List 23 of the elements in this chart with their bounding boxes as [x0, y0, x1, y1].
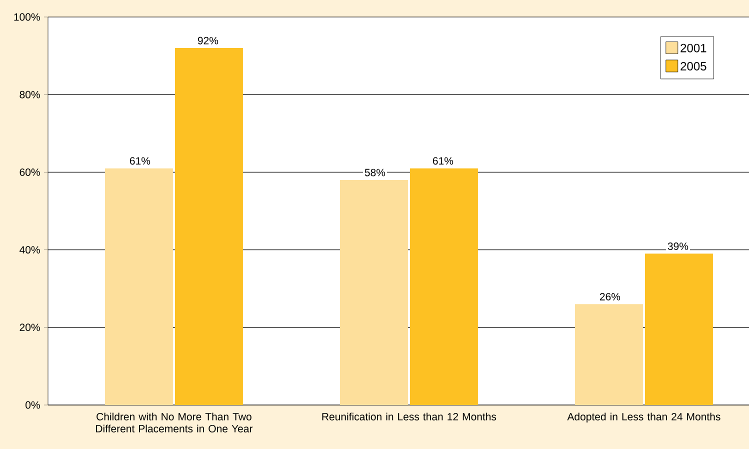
data-label: 61% [432, 157, 454, 165]
bar [410, 168, 478, 405]
bar [644, 254, 713, 405]
y-tick-label: 100% [14, 13, 40, 21]
x-tick-label: Reunification in Less than 12 Months [322, 412, 496, 420]
y-tick-label: 40% [20, 246, 40, 254]
y-tick-label: 0% [26, 401, 40, 409]
bar [340, 180, 408, 405]
data-label: 26% [600, 292, 620, 300]
y-tick-label: 60% [20, 168, 40, 176]
bar [574, 304, 643, 405]
data-label: 61% [130, 157, 150, 165]
data-label: 92% [198, 36, 218, 44]
x-tick-label: Children with No More Than Two Different Placements in One Year [96, 412, 253, 432]
legend-label: 2001 [680, 44, 706, 52]
y-tick-label: 80% [20, 90, 40, 98]
data-label: 39% [668, 242, 688, 250]
y-tick-label: 20% [20, 324, 40, 332]
bar [174, 48, 243, 405]
x-tick-label: Adopted in Less than 24 Months [567, 412, 720, 422]
data-label: 58% [364, 168, 386, 176]
bar [104, 168, 173, 405]
legend-label: 2005 [680, 62, 706, 70]
